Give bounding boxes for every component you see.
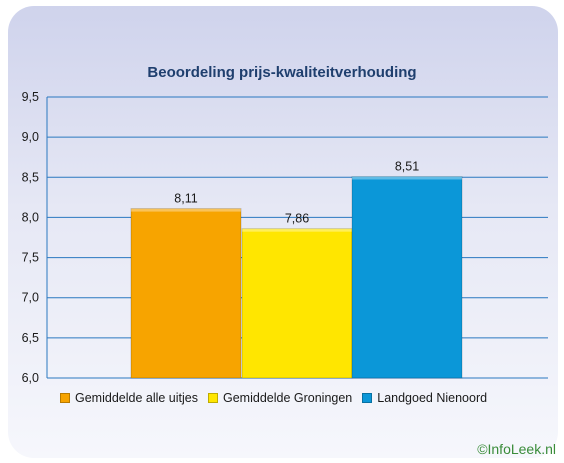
- legend: Gemiddelde alle uitjes Gemiddelde Groning…: [60, 391, 487, 405]
- y-tick-label: 6,0: [22, 371, 39, 385]
- data-label: 8,11: [174, 192, 197, 206]
- y-tick-label: 8,5: [22, 170, 39, 184]
- bar: [351, 175, 463, 379]
- legend-label: Gemiddelde Groningen: [223, 391, 353, 405]
- legend-swatch: [362, 393, 373, 403]
- legend-item: Landgoed Nienoord: [362, 391, 487, 405]
- bar-highlight: [352, 176, 462, 180]
- legend-item: Gemiddelde alle uitjes: [60, 391, 198, 405]
- legend-swatch: [208, 393, 218, 403]
- legend-swatch: [60, 393, 70, 403]
- bar: [241, 228, 353, 379]
- chart-title: Beoordeling prijs-kwaliteitverhouding: [147, 64, 417, 81]
- bar: [130, 208, 242, 379]
- legend-label: Gemiddelde alle uitjes: [75, 391, 198, 405]
- watermark: ©InfoLeek.nl: [477, 441, 556, 457]
- y-tick-label: 8,0: [22, 210, 39, 224]
- legend-item: Gemiddelde Groningen: [208, 391, 352, 405]
- y-tick-label: 6,5: [22, 331, 39, 345]
- y-tick-label: 7,5: [22, 251, 39, 265]
- data-label: 7,86: [285, 212, 309, 226]
- legend-label: Landgoed Nienoord: [377, 391, 488, 405]
- y-tick-label: 9,5: [22, 90, 39, 104]
- y-tick-label: 9,0: [22, 130, 39, 144]
- data-label: 8,51: [395, 159, 419, 173]
- bar-highlight: [131, 208, 241, 212]
- bar-highlight: [242, 228, 352, 232]
- y-tick-label: 7,0: [22, 291, 39, 305]
